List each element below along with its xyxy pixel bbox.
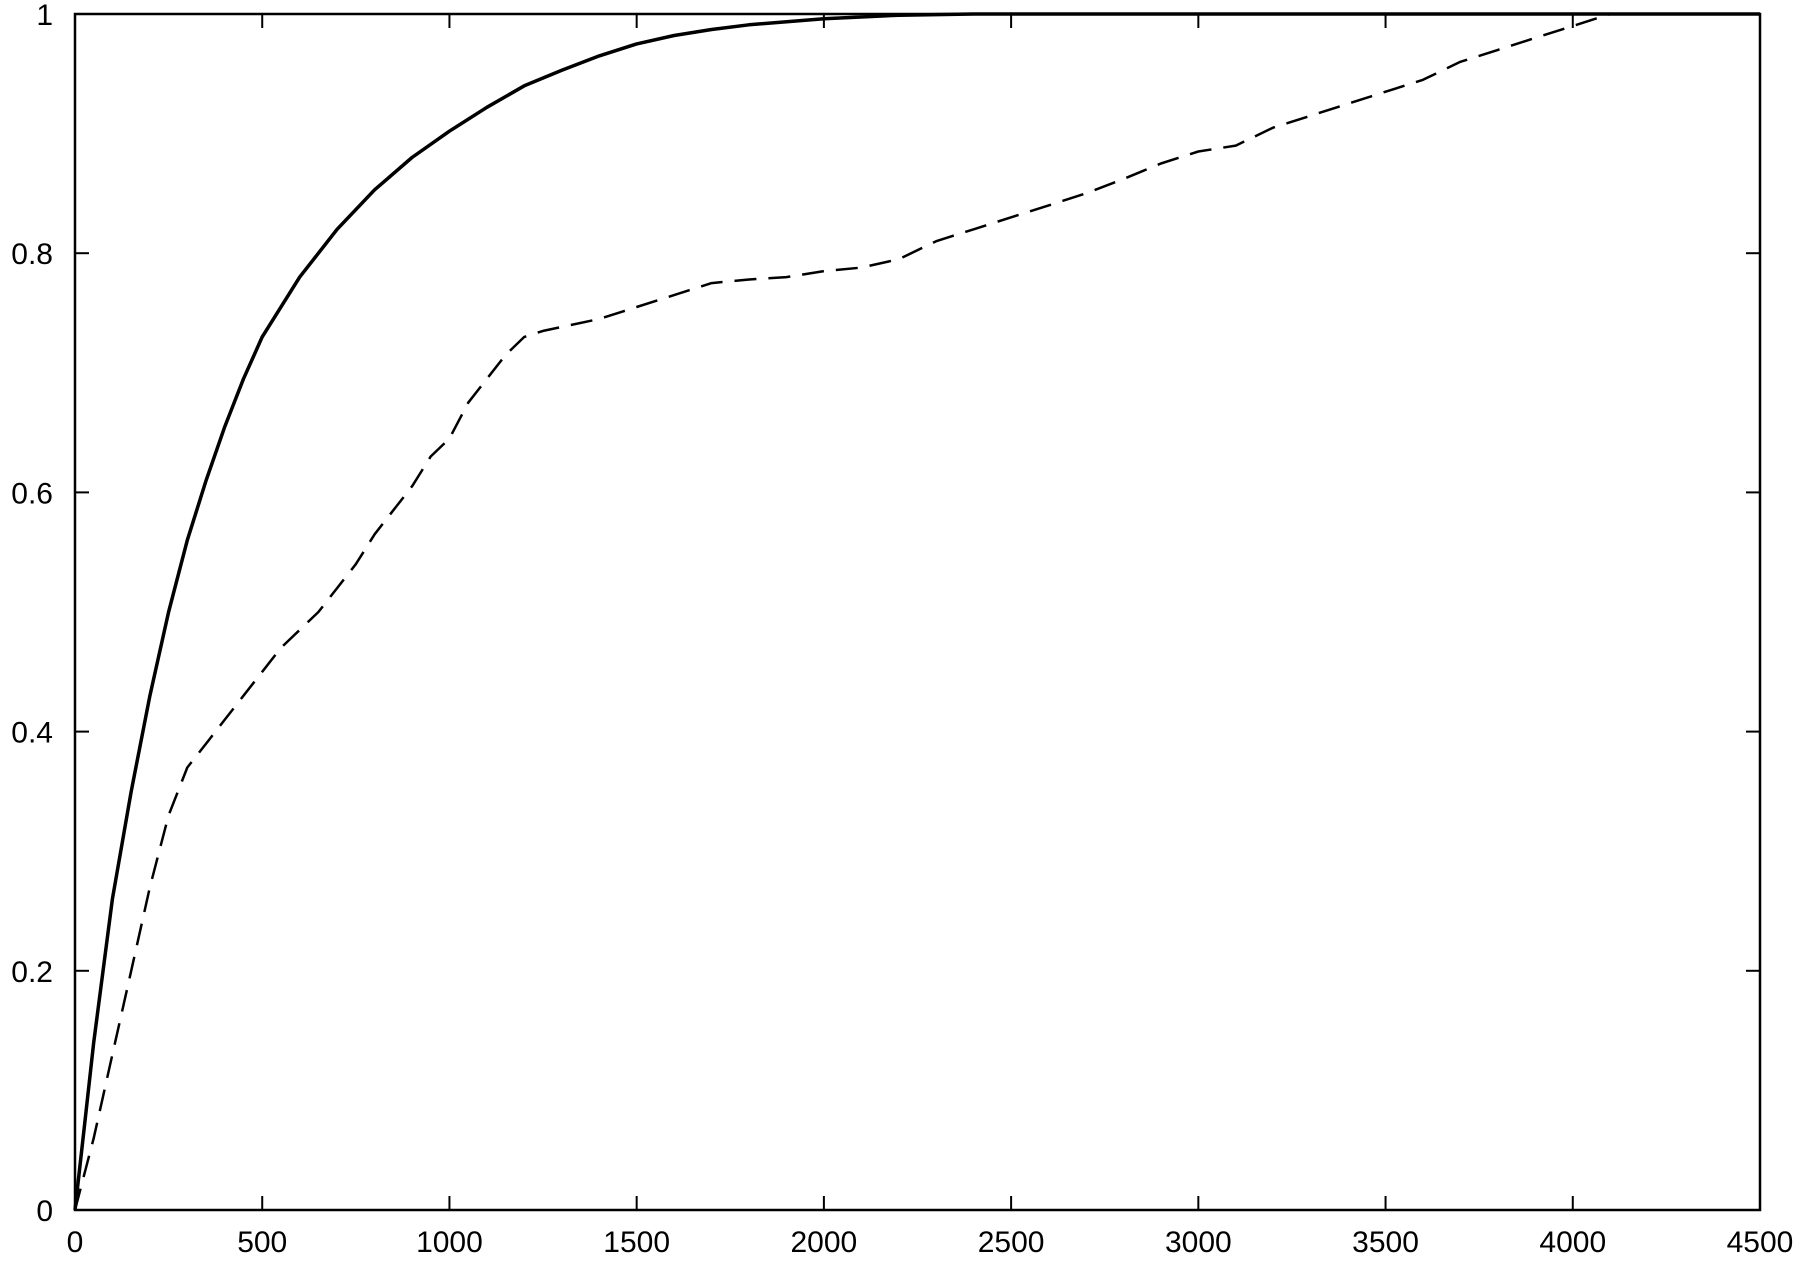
y-tick-label: 0.8 (11, 238, 53, 271)
y-tick-label: 1 (36, 0, 53, 32)
x-tick-label: 2000 (791, 1226, 858, 1259)
series-line-dashed (73, 12, 1611, 1211)
x-axis-tick-labels: 0 500 1000 1500 2000 2500 3000 3500 4000 4500 (67, 1226, 1794, 1259)
x-tick-label: 4000 (1539, 1226, 1606, 1259)
y-axis-tick-labels: 0 0.2 0.4 0.6 0.8 1 (11, 0, 53, 1228)
y-tick-label: 0.4 (11, 717, 53, 750)
x-tick-label: 500 (237, 1226, 287, 1259)
y-tick-label: 0.6 (11, 477, 53, 510)
plot-frame (73, 12, 1762, 1212)
y-tick-label: 0 (36, 1195, 53, 1228)
plot-border (73, 12, 1762, 1212)
x-tick-label: 3000 (1165, 1226, 1232, 1259)
x-tick-label: 1500 (603, 1226, 670, 1259)
axis-ticks (74, 13, 1761, 1211)
x-tick-label: 1000 (416, 1226, 483, 1259)
x-tick-label: 3500 (1352, 1226, 1419, 1259)
y-tick-label: 0.2 (11, 956, 53, 989)
data-series (73, 12, 1760, 1211)
x-tick-label: 4500 (1727, 1226, 1794, 1259)
series-line-solid (73, 12, 1760, 1211)
x-tick-label: 2500 (978, 1226, 1045, 1259)
x-tick-label: 0 (67, 1226, 84, 1259)
